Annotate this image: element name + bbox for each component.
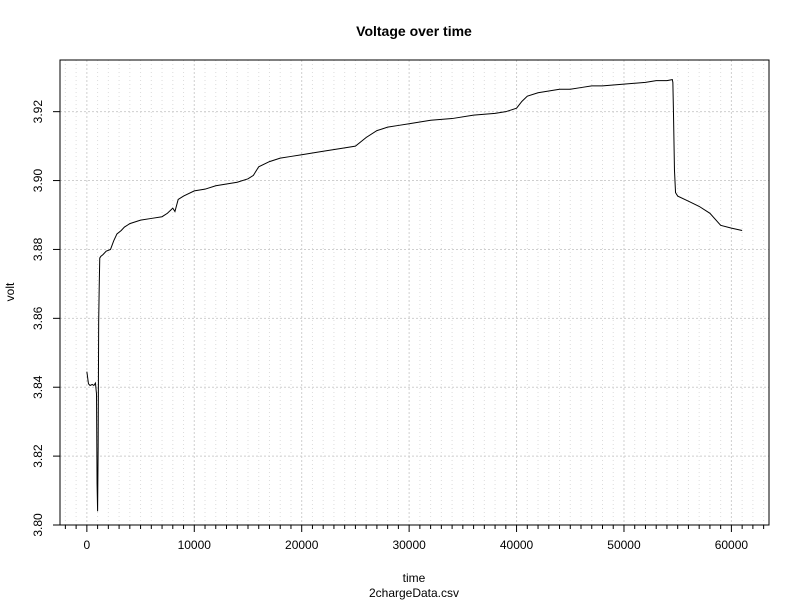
axis-ticks (53, 111, 765, 532)
y-tick-label: 3.90 (31, 169, 45, 193)
x-tick-label: 10000 (178, 538, 212, 552)
x-tick-label: 30000 (392, 538, 426, 552)
x-tick-label: 60000 (715, 538, 749, 552)
x-tick-label: 50000 (607, 538, 641, 552)
y-tick-label: 3.92 (31, 100, 45, 124)
chart-subtitle: 2chargeData.csv (369, 586, 459, 600)
y-tick-label: 3.86 (31, 306, 45, 330)
x-tick-label: 20000 (285, 538, 319, 552)
y-tick-label: 3.84 (31, 375, 45, 399)
x-tick-label: 0 (84, 538, 91, 552)
y-tick-label: 3.88 (31, 237, 45, 261)
grid-lines (60, 60, 769, 526)
chart-title: Voltage over time (356, 23, 472, 39)
y-tick-label: 3.80 (31, 513, 45, 537)
series-group (86, 79, 743, 512)
plot-frame (59, 59, 770, 526)
voltage-series-line (86, 79, 743, 512)
x-axis-label: time (403, 571, 426, 585)
y-tick-label: 3.82 (31, 444, 45, 468)
x-tick-label: 40000 (500, 538, 534, 552)
y-axis-label: volt (3, 282, 17, 301)
tick-labels: 0 10000 20000 30000 40000 50000 60000 3.80 3.82 3… (31, 100, 748, 552)
